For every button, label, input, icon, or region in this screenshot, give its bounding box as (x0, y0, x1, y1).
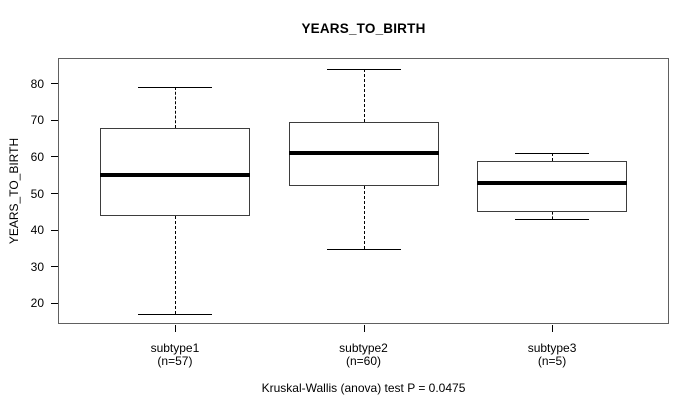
upper-whisker-cap (515, 153, 590, 155)
group-name: subtype1 (150, 341, 200, 355)
group-count: (n=57) (157, 354, 193, 368)
lower-whisker-stem (174, 215, 176, 315)
group-name: subtype2 (339, 341, 388, 355)
median-line-subtype2 (288, 151, 439, 156)
upper-whisker-stem (552, 153, 554, 161)
x-tick-mark (174, 325, 176, 332)
lower-whisker-cap (137, 314, 212, 316)
x-tick-mark (363, 325, 365, 332)
iqr-box-subtype1 (99, 127, 250, 216)
y-tick-label: 40 (30, 223, 44, 238)
y-tick-mark (51, 302, 58, 304)
lower-whisker-stem (363, 186, 365, 249)
stat-test-caption: Kruskal-Wallis (anova) test P = 0.0475 (261, 381, 466, 395)
y-tick-mark (51, 83, 58, 85)
y-tick-label: 30 (30, 259, 44, 274)
y-tick-mark (51, 156, 58, 158)
lower-whisker-stem (552, 211, 554, 220)
upper-whisker-stem (363, 68, 365, 123)
lower-whisker-cap (326, 248, 401, 250)
upper-whisker-stem (174, 87, 176, 128)
chart-title: YEARS_TO_BIRTH (301, 21, 426, 36)
y-tick-label: 20 (30, 296, 44, 311)
upper-whisker-cap (326, 68, 401, 70)
y-tick-mark (51, 266, 58, 268)
y-tick-label: 80 (30, 76, 44, 91)
lower-whisker-cap (515, 219, 590, 221)
x-tick-mark (552, 325, 554, 332)
x-axis-group-label-subtype3: subtype3 (n=5) (482, 342, 622, 368)
y-tick-label: 50 (30, 186, 44, 201)
y-tick-mark (51, 193, 58, 195)
x-axis-group-label-subtype2: subtype2 (n=60) (294, 342, 434, 368)
upper-whisker-cap (137, 87, 212, 89)
y-tick-mark (51, 119, 58, 121)
median-line-subtype3 (477, 180, 628, 185)
y-tick-mark (51, 229, 58, 231)
group-count: (n=5) (537, 354, 567, 368)
x-axis-group-label-subtype1: subtype1 (n=57) (105, 342, 245, 368)
iqr-box-subtype3 (477, 160, 628, 212)
group-name: subtype3 (527, 341, 577, 355)
y-tick-label: 60 (30, 149, 44, 164)
median-line-subtype1 (99, 173, 250, 178)
y-tick-label: 70 (30, 113, 44, 128)
group-count: (n=60) (345, 354, 382, 368)
